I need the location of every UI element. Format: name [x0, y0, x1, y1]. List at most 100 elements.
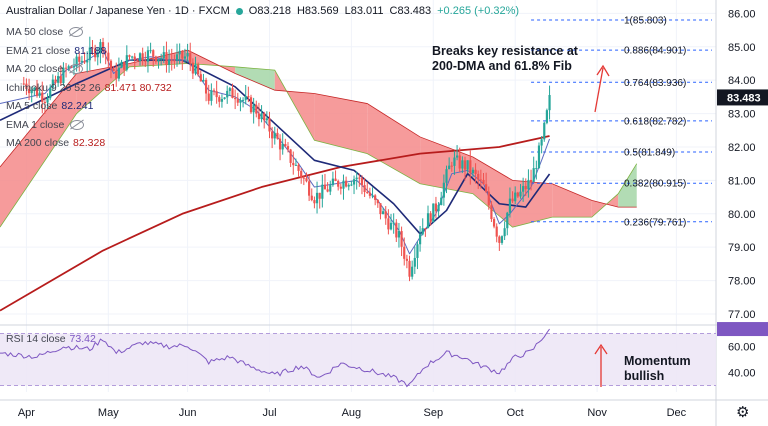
candle-body: [302, 177, 305, 179]
cloud-segment: [314, 93, 368, 154]
chart-header: Australian Dollar / Japanese Yen · 1D · …: [6, 5, 519, 17]
candle-body: [197, 64, 200, 75]
breakout-arrow: [594, 67, 604, 113]
candle-body: [115, 70, 118, 79]
candle-body: [88, 47, 91, 61]
indicator-label: MA 20 close: [6, 63, 64, 75]
indicator-row[interactable]: EMA 21 close 81.188: [6, 45, 106, 57]
candle-body: [458, 155, 461, 169]
price-change: +0.265 (+0.32%): [437, 5, 520, 17]
fibonacci-levels: 1(85.803) 0.886(84.901) 0.764(83.936) 0.618…: [531, 15, 712, 228]
candle-body: [318, 192, 321, 199]
indicator-row[interactable]: EMA 1 close: [6, 119, 85, 131]
candle-body: [62, 67, 65, 84]
candle-body: [27, 89, 31, 94]
price-tick-label: 85.00: [728, 42, 756, 54]
candle-body: [96, 52, 99, 58]
candle-body: [175, 54, 179, 61]
candle-body: [395, 222, 398, 238]
candle-body: [315, 192, 319, 204]
candle-body: [25, 83, 28, 90]
momentum-annotation-line1: Momentum: [624, 354, 691, 368]
candle-body: [289, 149, 292, 163]
price-tick-label: 81.00: [728, 175, 756, 187]
candle-body: [123, 61, 126, 70]
candle-body: [189, 53, 192, 63]
candle-body: [273, 132, 276, 139]
candle-body: [234, 98, 237, 100]
candle-body: [112, 68, 115, 71]
time-tick-label: May: [98, 407, 119, 419]
candle-body: [442, 182, 445, 198]
candle-body: [543, 122, 546, 140]
last-price-label: 83.483: [727, 92, 761, 104]
hidden-eye-icon[interactable]: [70, 119, 85, 130]
candle-body: [371, 195, 374, 197]
candle-body: [305, 178, 308, 182]
candle-body: [532, 168, 535, 182]
cloud-segment: [512, 180, 553, 228]
candle-body: [519, 191, 522, 197]
candle-body: [83, 60, 86, 63]
candle-body: [99, 42, 102, 53]
candle-body: [178, 50, 181, 55]
candle-body: [294, 164, 298, 166]
candle-body: [485, 184, 488, 192]
candle-body: [455, 155, 459, 158]
candle-body: [432, 203, 435, 223]
candle-body: [471, 169, 475, 174]
candle-body: [144, 60, 147, 62]
candle-body: [220, 98, 224, 102]
candle-body: [257, 113, 261, 120]
candle-body: [286, 146, 290, 150]
indicator-row[interactable]: MA 200 close 82.328: [6, 137, 105, 149]
candle-body: [337, 180, 340, 187]
rsi-value-tag: [717, 322, 768, 337]
hidden-eye-icon[interactable]: [69, 64, 84, 75]
indicator-row[interactable]: Ichimoku 9 26 52 26 81.471 80.732: [6, 82, 172, 94]
candle-body: [360, 178, 364, 186]
candle-body: [495, 226, 498, 237]
candle-body: [109, 60, 113, 69]
candle-body: [236, 99, 239, 103]
price-tick-label: 78.00: [728, 276, 756, 288]
candle-body: [392, 222, 395, 224]
rsi-line: [0, 328, 550, 388]
candle-body: [529, 179, 533, 182]
candle-body: [387, 218, 390, 230]
fib-label: 0.618(82.782): [624, 116, 686, 127]
candle-body: [263, 113, 266, 121]
candle-body: [482, 179, 485, 185]
candle-body: [226, 90, 229, 98]
candle-body: [278, 138, 282, 150]
candle-body: [453, 157, 456, 166]
candle-body: [194, 64, 197, 74]
candle-body: [152, 50, 155, 57]
candle-body: [157, 59, 160, 62]
candle-body: [30, 89, 33, 94]
candle-body: [397, 231, 401, 238]
last-price-tag: [717, 89, 768, 106]
candle-body: [271, 131, 274, 139]
candle-body: [239, 100, 242, 103]
gear-icon[interactable]: ⚙: [736, 404, 750, 421]
symbol-title[interactable]: Australian Dollar / Japanese Yen · 1D · …: [6, 5, 230, 17]
hidden-eye-icon[interactable]: [69, 27, 84, 38]
candle-body: [381, 211, 385, 215]
candle-body: [424, 228, 427, 230]
candle-body: [117, 67, 120, 79]
candle-body: [51, 79, 54, 88]
candle-body: [146, 50, 150, 62]
fib-label: 0.5(81.849): [624, 148, 675, 159]
cloud-segment: [0, 73, 77, 228]
rsi-legend[interactable]: RSI 14 close 73.42: [6, 333, 96, 345]
indicator-row[interactable]: MA 20 close: [6, 63, 84, 75]
candle-body: [408, 260, 411, 277]
time-tick-label: Sep: [424, 407, 444, 419]
fib-label: 0.382(80.915): [624, 179, 686, 190]
indicator-row[interactable]: MA 5 close 82.241: [6, 100, 93, 112]
candle-body: [215, 91, 218, 98]
indicator-row[interactable]: MA 50 close: [6, 26, 84, 38]
candle-body: [120, 61, 123, 68]
